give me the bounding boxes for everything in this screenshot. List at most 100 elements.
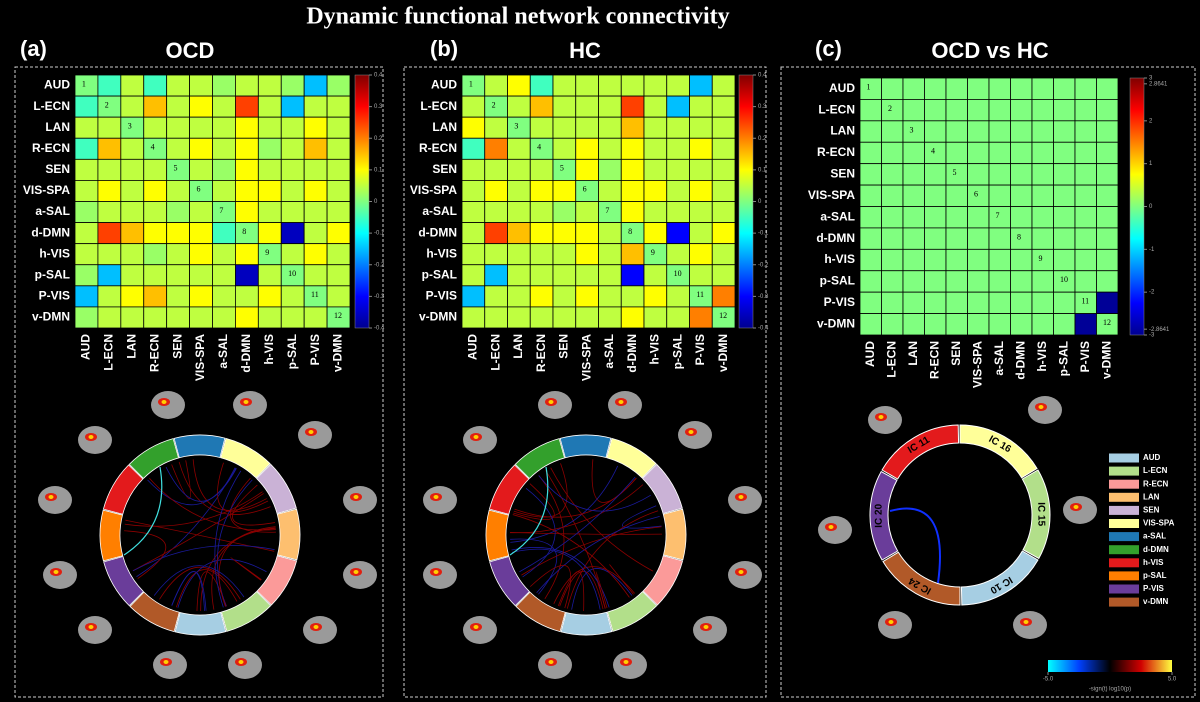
heatmap-cell [484,116,508,139]
heatmap-cell [1096,184,1119,207]
chord [558,571,585,611]
legend-label: L-ECN [1143,466,1168,475]
heatmap-cell [120,158,145,181]
diagonal-label: 4 [537,143,541,152]
colorbar-tick-label: 5.0 [1168,677,1177,683]
chord [889,507,941,584]
heatmap-cell [945,141,968,165]
heatmap-cell [967,184,990,207]
row-label: L-ECN [420,99,457,113]
heatmap-cell [598,201,622,223]
heatmap-cell [666,137,690,160]
heatmap-cell [280,243,305,266]
brain-image [1013,611,1047,639]
heatmap-cell [598,137,622,160]
heatmap-cell [689,243,713,266]
heatmap-cell [902,141,925,165]
heatmap-cell [257,201,282,223]
panel-title: HC [569,38,601,63]
heatmap-cell [461,306,486,329]
heatmap-cell [326,243,351,266]
heatmap-cell [166,116,190,139]
heatmap-cell [280,180,305,202]
ring-segment [103,555,144,607]
heatmap-cell [461,201,486,223]
heatmap-cell [967,77,990,100]
heatmap-cell [666,95,690,118]
heatmap-cell [575,180,599,202]
heatmap-cell [881,184,904,207]
colorbar-tick-label: 2.8641 [1149,81,1168,87]
heatmap-cell [711,158,736,181]
heatmap-cell [1053,163,1076,186]
colorbar-tick-label: 0.3 [374,104,383,110]
heatmap-cell [461,264,486,287]
heatmap-cell [552,201,577,223]
ring-segment [173,434,226,459]
heatmap-cell [326,264,351,287]
heatmap-cell [552,306,577,329]
legend-swatch [1109,519,1139,528]
heatmap-cell [598,116,622,139]
legend-swatch [1109,545,1139,555]
heatmap-cell [212,264,236,287]
chord [178,461,271,515]
ring-segment [869,470,899,561]
heatmap-cell [575,264,599,287]
chord [559,571,604,610]
diagonal-label: 11 [1081,297,1089,306]
column-label: SEN [557,334,571,359]
colorbar-tick-label: 0.1 [374,167,383,173]
diagonal-label: 12 [719,311,727,320]
heatmap-cell [326,222,351,245]
heatmap-cell [303,243,328,266]
colorbar-tick-label: -0.4 [758,326,769,332]
heatmap-cell [189,95,213,118]
chord [177,559,267,608]
heatmap-cell [74,201,99,223]
chord [211,527,276,610]
row-label: VIS-SPA [808,188,855,202]
heatmap-cell [74,95,99,118]
diagonal-label: 1 [82,79,86,88]
panel-title: OCD vs HC [931,38,1048,63]
heatmap-cell [945,227,968,250]
row-label: L-ECN [33,99,70,113]
panel-frame [403,66,767,698]
heatmap-cell [1031,227,1054,250]
row-label: P-VIS [39,289,70,303]
heatmap-cell [598,243,622,266]
heatmap-cell [666,201,690,223]
heatmap-cell [643,285,668,308]
colorbar-tick-label: 0.2 [758,136,767,142]
heatmap-cell [529,74,554,97]
brain-activation [433,570,439,574]
heatmap-cell [74,158,99,181]
brain-activation [738,570,744,574]
heatmap-cell [1031,291,1054,314]
ring-segment [881,424,960,480]
heatmap-cell [189,222,213,245]
chord [124,491,263,527]
ring-segment [606,437,657,479]
brain-image [38,486,72,514]
heatmap-cell [166,243,190,266]
heatmap-cell [859,206,882,229]
chord [566,510,659,609]
diagonal-label: 8 [628,227,632,236]
heatmap-cell [120,222,145,245]
heatmap-cell [552,137,577,160]
heatmap-cell [97,243,122,266]
colorbar-tick-label: -3 [1149,333,1155,339]
brain-image [538,391,572,419]
heatmap-cell [120,95,145,118]
heatmap-cell [945,99,968,122]
chord [513,483,555,520]
column-label: R-ECN [927,341,941,379]
heatmap-cell [484,95,508,118]
heatmap-cell [902,248,925,272]
diagonal-label: 3 [909,125,913,134]
heatmap-cell [643,137,668,160]
heatmap-cell [945,270,968,293]
column-label: R-ECN [147,334,161,372]
